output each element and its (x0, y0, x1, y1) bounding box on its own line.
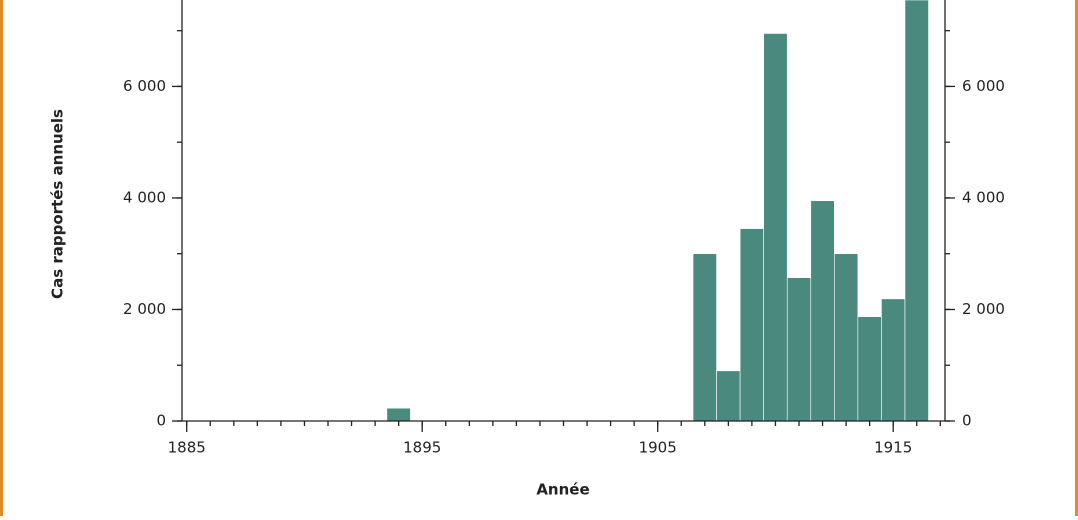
y-tick-label: 6 000 (123, 77, 166, 95)
y-tick-label: 4 000 (123, 188, 166, 206)
y-tick-label-right: 6 000 (962, 77, 1005, 95)
y-tick-label: 2 000 (123, 300, 166, 318)
y-tick-label-right: 2 000 (962, 300, 1005, 318)
x-tick-label: 1915 (874, 439, 912, 457)
y-tick-label: 0 (156, 412, 166, 430)
bar (881, 298, 906, 422)
frame-left (0, 0, 3, 516)
bar (904, 0, 929, 422)
bar (763, 33, 788, 422)
frame-right (1075, 0, 1078, 516)
bar (739, 228, 764, 422)
x-tick-label: 1905 (639, 439, 677, 457)
y-tick-label-right: 4 000 (962, 188, 1005, 206)
bar (386, 407, 411, 422)
bar (786, 277, 812, 422)
bar (716, 370, 741, 422)
bar (810, 200, 835, 422)
bar (692, 253, 717, 422)
x-tick-label: 1895 (403, 439, 441, 457)
x-tick-label: 1885 (168, 439, 206, 457)
bar (857, 316, 882, 422)
bar (834, 253, 859, 422)
y-axis-label: Cas rapportés annuels (49, 109, 67, 299)
y-tick-label-right: 0 (962, 412, 972, 430)
x-axis-label: Année (536, 481, 589, 499)
